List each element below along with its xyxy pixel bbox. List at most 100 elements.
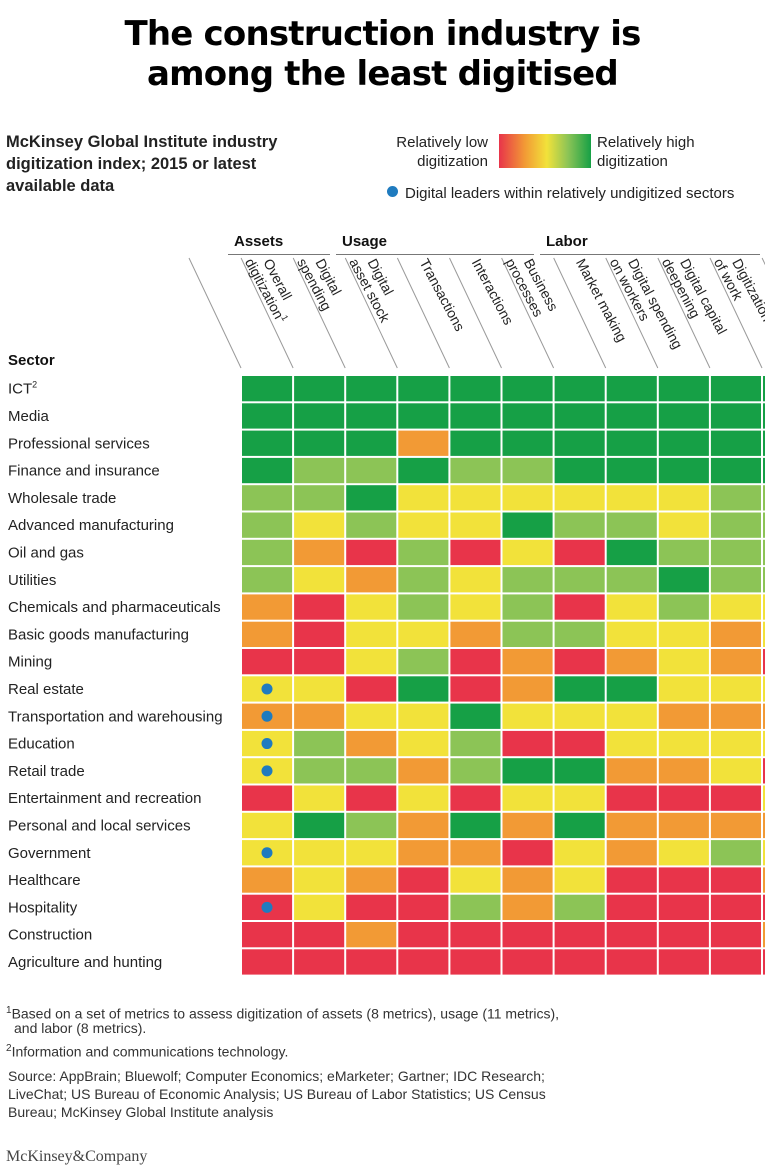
heatmap-cell (450, 485, 501, 511)
heatmap-cell (242, 867, 293, 893)
heatmap-cell (450, 703, 501, 729)
heatmap-cell (242, 512, 293, 538)
heatmap-cell (658, 621, 709, 647)
heatmap-cell (763, 649, 765, 675)
heatmap-cell (242, 621, 293, 647)
heatmap-cell (658, 676, 709, 702)
sector-label: Advanced manufacturing (8, 517, 174, 534)
heatmap-cell (294, 512, 345, 538)
heatmap-cell (450, 376, 501, 402)
heatmap-cell (346, 430, 397, 456)
digital-leader-dot-icon (261, 765, 273, 777)
heatmap-cell (554, 894, 605, 920)
heatmap-cell (763, 512, 765, 538)
heatmap-cell (242, 812, 293, 839)
heatmap-cell (398, 567, 449, 593)
heatmap-cell (710, 676, 761, 702)
column-header-divider (553, 257, 607, 369)
sector-label: Agriculture and hunting (8, 954, 162, 971)
heatmap-cell (554, 594, 605, 620)
heatmap-cell (346, 376, 397, 402)
heatmap-cell (658, 949, 709, 975)
group-divider-labor (540, 254, 760, 255)
heatmap-cell (346, 676, 397, 702)
heatmap-cell (606, 621, 657, 647)
digital-leader-dot-icon (261, 683, 273, 695)
chart-subtitle: McKinsey Global Institute industry digit… (6, 131, 336, 197)
heatmap-cell (763, 621, 765, 647)
brand-logo: McKinsey&Company (6, 1148, 148, 1165)
heatmap-cell (502, 376, 553, 402)
heatmap-cell (398, 785, 449, 811)
heatmap-cell (658, 594, 709, 620)
legend-leader-label: Digital leaders within relatively undigi… (405, 185, 735, 202)
heatmap-cell (606, 649, 657, 675)
sector-label: Mining (8, 654, 52, 671)
source-line: Source: AppBrain; Bluewolf; Computer Eco… (8, 1068, 545, 1084)
heatmap-cell (606, 676, 657, 702)
heatmap-cell (606, 430, 657, 456)
column-header-divider (188, 257, 242, 369)
heatmap-cell (606, 949, 657, 975)
heatmap-cell (398, 539, 449, 566)
heatmap-cell (502, 867, 553, 893)
heatmap-cell (398, 703, 449, 729)
heatmap-cell (502, 894, 553, 920)
heatmap-cell (294, 567, 345, 593)
heatmap-cell (346, 785, 397, 811)
heatmap-cell (710, 949, 761, 975)
heatmap-cell (710, 730, 761, 757)
heatmap-cell (710, 567, 761, 593)
heatmap-cell (658, 703, 709, 729)
heatmap-cell (502, 457, 553, 484)
heatmap-cell (763, 457, 765, 484)
heatmap-cell (763, 894, 765, 920)
heatmap-cell (294, 785, 345, 811)
column-header-divider (344, 257, 398, 369)
heatmap-cell (398, 812, 449, 839)
heatmap-cell (294, 758, 345, 784)
digital-leader-dot-icon (261, 738, 273, 750)
heatmap-cell (606, 594, 657, 620)
heatmap-cell (763, 758, 765, 784)
legend-gradient (499, 134, 591, 168)
heatmap-cell (294, 812, 345, 839)
heatmap-cell (606, 539, 657, 566)
heatmap-cell (658, 922, 709, 948)
heatmap-cell (398, 376, 449, 402)
heatmap-cell (450, 676, 501, 702)
sector-label: Retail trade (8, 763, 85, 780)
heatmap-cell (502, 430, 553, 456)
heatmap-cell (450, 621, 501, 647)
heatmap-cell (658, 403, 709, 429)
heatmap-cell (346, 403, 397, 429)
heatmap-cell (658, 512, 709, 538)
heatmap-cell (502, 539, 553, 566)
footnote-text: Based on a set of metrics to assess digi… (11, 1005, 560, 1022)
heatmap-cell (398, 621, 449, 647)
heatmap-cell (554, 867, 605, 893)
heatmap-cell (450, 594, 501, 620)
sector-label: Wholesale trade (8, 490, 116, 507)
heatmap-cell (763, 949, 765, 975)
column-header-divider (501, 257, 555, 369)
heatmap-cell (398, 894, 449, 920)
heatmap-cell (554, 758, 605, 784)
heatmap-cell (294, 703, 345, 729)
heatmap-cell (763, 922, 765, 948)
heatmap-cell (242, 376, 293, 402)
heatmap-cell (658, 539, 709, 566)
heatmap-cell (606, 758, 657, 784)
heatmap-cell (710, 703, 761, 729)
heatmap-cell (658, 730, 709, 757)
heatmap-cell (294, 457, 345, 484)
heatmap-cell (658, 430, 709, 456)
heatmap-cell (763, 376, 765, 402)
heatmap-cell (450, 758, 501, 784)
heatmap-cell (763, 730, 765, 757)
heatmap-cell (763, 539, 765, 566)
legend-high-line: Relatively high (597, 134, 695, 151)
heatmap-cell (658, 812, 709, 839)
heatmap-cell (763, 703, 765, 729)
heatmap-cell (502, 703, 553, 729)
